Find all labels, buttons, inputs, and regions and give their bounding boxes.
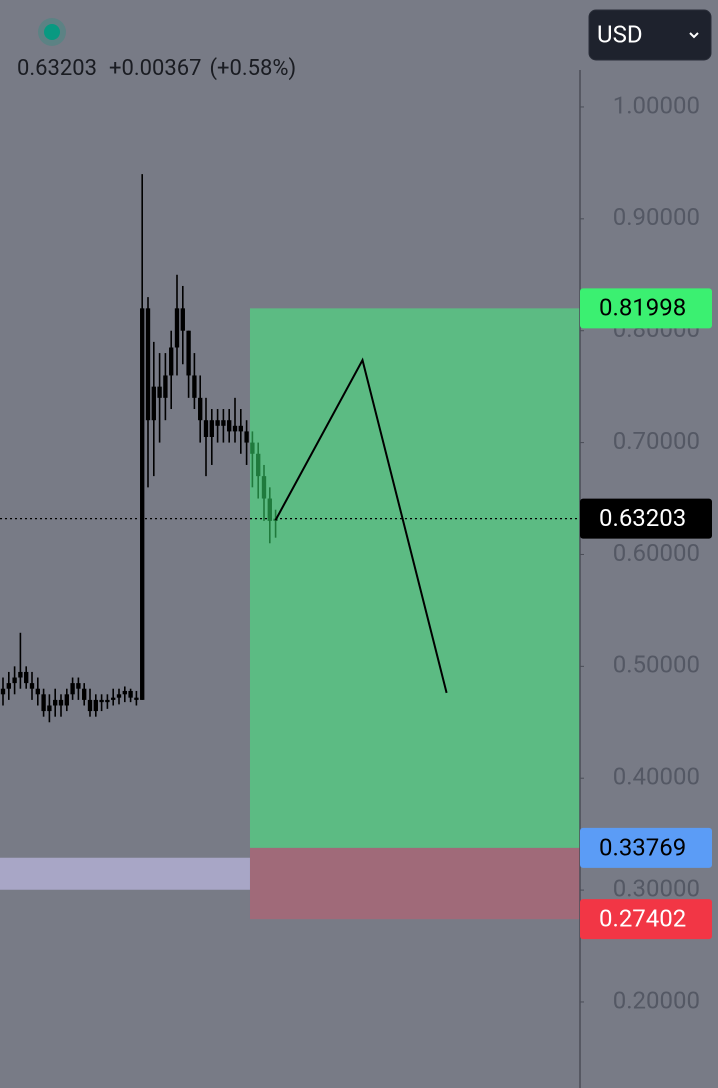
price-label-box	[580, 899, 712, 940]
header-price: 0.63203	[17, 56, 97, 81]
y-tick-label: 0.20000	[613, 986, 700, 1014]
price-label-box	[580, 498, 712, 539]
candle-body	[128, 690, 133, 698]
candle-body	[192, 375, 197, 398]
candle-body	[215, 420, 220, 426]
plot-area	[0, 174, 581, 920]
candle-body	[0, 688, 6, 695]
candle-body	[82, 688, 87, 700]
y-tick-label: 0.50000	[613, 651, 700, 679]
candle-body	[227, 420, 232, 432]
candle-body	[122, 690, 127, 695]
loss-zone	[249, 847, 581, 920]
price-labels: 0.81998 0.63203 0.33769 0.27402	[580, 288, 712, 940]
price-label: 0.33769	[599, 833, 686, 861]
candle-body	[261, 476, 267, 499]
projection-line	[274, 357, 448, 694]
candle-body	[157, 386, 162, 398]
price-label-box	[580, 827, 712, 868]
candle-body	[53, 699, 58, 706]
candle-body	[99, 699, 104, 703]
price-label-box	[580, 288, 712, 329]
candle-body	[140, 308, 145, 700]
candle-body	[221, 420, 226, 426]
y-tick-label: 0.30000	[613, 874, 700, 902]
candle-body	[64, 694, 69, 706]
candle-body	[93, 699, 98, 712]
dropdown-chevron[interactable]	[689, 32, 699, 39]
status-dot	[44, 24, 60, 40]
candle-body	[35, 688, 40, 695]
candle-body	[18, 671, 23, 678]
header-quote: 0.63203 +0.00367 (+0.58%)	[17, 56, 296, 81]
candle-body	[169, 347, 174, 376]
header-change: +0.00367	[109, 56, 201, 81]
price-label: 0.81998	[599, 294, 686, 322]
candle-body	[47, 705, 52, 712]
candle-body	[116, 694, 122, 698]
candle-body	[70, 683, 75, 695]
candle-body	[41, 694, 46, 712]
candle-body	[174, 308, 180, 348]
header-change-pct: (+0.58%)	[209, 56, 296, 81]
candle-body	[145, 308, 151, 421]
candle-body	[151, 386, 156, 421]
candle-body	[29, 683, 35, 689]
candle-body	[256, 453, 261, 477]
candle-body	[111, 697, 116, 700]
price-label: 0.27402	[599, 904, 686, 932]
y-tick-label: 0.40000	[613, 763, 700, 791]
price-label: 0.63203	[599, 504, 686, 532]
candle-body	[250, 442, 255, 454]
candle-body	[180, 308, 185, 331]
currency-button[interactable]	[588, 9, 712, 61]
zone-band	[0, 857, 250, 890]
candle-body	[203, 420, 209, 437]
candle-body	[24, 671, 29, 684]
y-tick-label: 0.70000	[613, 427, 700, 455]
y-tick-label: 1.00000	[613, 91, 700, 119]
candle-body	[76, 683, 81, 689]
candle-body	[186, 330, 191, 376]
candle-body	[244, 431, 249, 443]
y-tick-label: 0.60000	[613, 539, 700, 567]
currency-label[interactable]: USD	[597, 20, 643, 48]
currency-select[interactable]: USD	[588, 9, 712, 61]
y-tick-label: 0.90000	[613, 203, 700, 231]
candle-body	[134, 697, 139, 700]
candle-body	[12, 677, 17, 684]
candle-body	[87, 699, 93, 712]
candle-body	[58, 699, 64, 706]
profit-zone	[249, 308, 581, 848]
candle-body	[267, 498, 272, 521]
candle-body	[209, 420, 214, 437]
candle-body	[6, 683, 11, 689]
candle-body	[238, 425, 243, 432]
candle-body	[163, 375, 168, 398]
candle-body	[198, 397, 203, 421]
candle-body	[105, 699, 110, 703]
candle-body	[232, 425, 238, 432]
price-axis: 1.000000.900000.800000.700000.600000.500…	[580, 91, 700, 1014]
